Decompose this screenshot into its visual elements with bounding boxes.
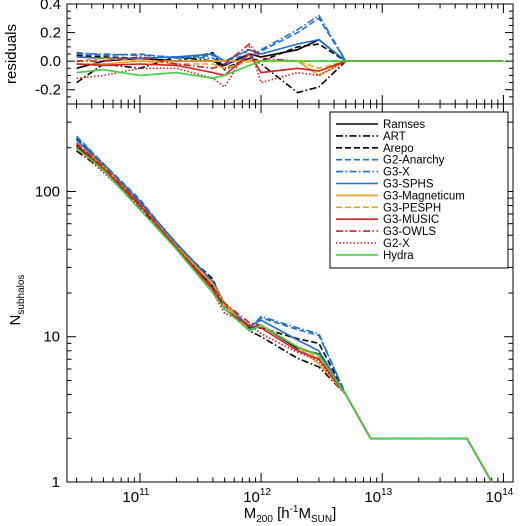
residual-y-tick-label: -0.2 (35, 82, 61, 99)
residuals-axis-ticks: -0.2 0.0 0.2 0.4 (35, 0, 513, 105)
residual-y-tick-label: 0.4 (40, 0, 61, 13)
y-tick-label: 1 (52, 474, 60, 491)
main-axis-ticks: 1011 1012 1013 1014 1 10 100 (35, 103, 514, 506)
residuals-series (76, 14, 504, 94)
x-tick-label: 1011 (122, 487, 150, 506)
series-line-g2-x (76, 148, 493, 483)
residuals-panel: -0.2 0.0 0.2 0.4 residuals (3, 0, 514, 105)
residual-y-tick-label: 0.0 (40, 53, 61, 70)
main-ylabel: Nsubhalos (7, 275, 27, 326)
legend: RamsesARTArepoG2-AnarchyG3-XG3-SPHSG3-Ma… (329, 111, 509, 269)
residuals-ylabel: residuals (3, 24, 20, 84)
residual-line-hydra (76, 60, 504, 80)
series-line-hydra (76, 147, 493, 483)
x-tick-label: 1013 (364, 487, 392, 506)
legend-label-g3-pesph: G3-PESPH (383, 202, 441, 214)
legend-label-ramses: Ramses (383, 119, 425, 131)
x-tick-label: 1014 (486, 487, 514, 506)
legend-label-g3-owls: G3-OWLS (383, 226, 436, 238)
legend-label-g3-music: G3-MUSIC (383, 214, 439, 226)
x-tick-label: 1012 (243, 487, 271, 506)
legend-label-g3-sphs: G3-SPHS (383, 179, 434, 191)
legend-label-g2-x: G2-X (383, 238, 410, 250)
main-xlabel: M200 [h-1MSUN] (244, 504, 337, 525)
legend-label-g3-x: G3-X (383, 167, 410, 179)
legend-label-g3-magneticum: G3-Magneticum (383, 190, 465, 202)
residual-line-g2-x (76, 45, 504, 89)
legend-label-arepo: Arepo (383, 143, 414, 155)
main-panel: 1011 1012 1013 1014 1 10 100 Nsubhalos M200 [h… (7, 103, 514, 525)
main-series (76, 135, 493, 483)
legend-label-g2-anarchy: G2-Anarchy (383, 155, 445, 167)
y-tick-label: 10 (43, 329, 60, 346)
y-tick-label: 100 (35, 183, 60, 200)
residual-y-tick-label: 0.2 (40, 25, 61, 42)
legend-label-art: ART (383, 131, 406, 143)
legend-label-hydra: Hydra (383, 250, 414, 262)
legend-box (329, 111, 509, 269)
